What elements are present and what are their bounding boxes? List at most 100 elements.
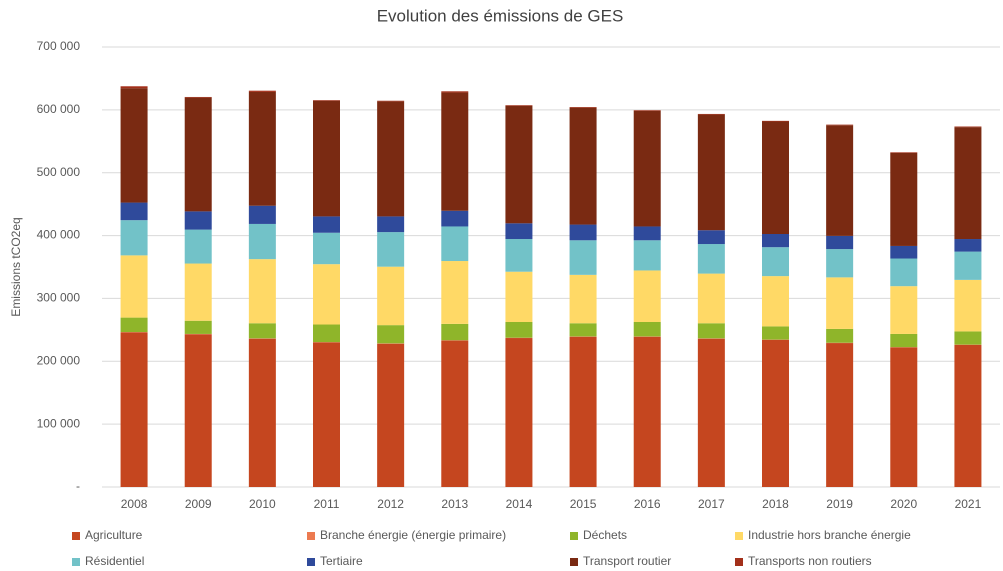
x-tick-label: 2014	[506, 497, 533, 511]
bar-segment	[569, 107, 597, 108]
bar-segment	[954, 344, 982, 487]
bar-segment	[890, 286, 918, 334]
y-tick-label: 600 000	[37, 102, 81, 116]
bar-segment	[826, 124, 854, 126]
bar-segment	[120, 255, 148, 318]
bar-segment	[505, 105, 533, 106]
x-tick-label: 2012	[377, 497, 404, 511]
bar-segment	[248, 90, 276, 92]
y-axis-label: Emissions tCO2eq	[9, 217, 23, 316]
legend-label: Tertiaire	[320, 554, 363, 568]
bar-segment	[505, 105, 533, 224]
bar-segment	[762, 247, 789, 277]
bar-segment	[184, 320, 212, 334]
bar-segment	[890, 333, 918, 348]
x-tick-label: 2009	[185, 497, 212, 511]
bar-segment	[633, 240, 661, 271]
legend-label: Transports non routiers	[748, 554, 872, 568]
bar-segment	[569, 323, 597, 337]
bar-segment	[569, 107, 597, 225]
x-tick-label: 2011	[314, 497, 340, 511]
bar-segment	[633, 110, 661, 227]
bar-segment	[313, 342, 340, 487]
bar-segment	[633, 336, 661, 487]
bar-segment	[377, 343, 405, 487]
bar-segment	[697, 273, 725, 324]
bar-segment	[826, 343, 854, 487]
bar-segment	[441, 91, 469, 93]
legend-swatch	[735, 558, 743, 566]
bar-segment	[377, 100, 405, 102]
bar-segment	[633, 110, 661, 111]
bar-segment	[184, 263, 212, 321]
bar-segment	[248, 205, 276, 224]
legend-swatch	[570, 558, 578, 566]
bar-segment	[826, 249, 854, 278]
chart-title: Evolution des émissions de GES	[377, 6, 624, 25]
bar-segment	[377, 266, 405, 326]
bar-segment	[762, 326, 789, 340]
bar-segment	[826, 328, 854, 343]
bar-segment	[697, 323, 725, 339]
bar-segment	[441, 92, 469, 211]
bar-segment	[313, 324, 340, 343]
bar-segment	[954, 239, 982, 252]
bar-segment	[441, 323, 469, 341]
bar-segment	[313, 216, 340, 233]
y-tick-label: 500 000	[37, 165, 81, 179]
legend-swatch	[570, 532, 578, 540]
bar-segment	[505, 271, 533, 322]
bar-segment	[954, 331, 982, 345]
bar-segment	[762, 234, 789, 248]
bar-segment	[826, 277, 854, 329]
bar-segment	[248, 91, 276, 206]
bar-segment	[762, 339, 789, 487]
bar-segment	[890, 258, 918, 287]
legend-swatch	[72, 532, 80, 540]
legend-label: Résidentiel	[85, 554, 144, 568]
bar-segment	[248, 259, 276, 324]
bar-segment	[633, 322, 661, 337]
bar-segment	[954, 126, 982, 128]
bar-segment	[441, 340, 469, 487]
bar-segment	[184, 97, 212, 212]
bar-segment	[248, 323, 276, 339]
x-tick-label: 2013	[441, 497, 468, 511]
bar-segment	[697, 114, 725, 231]
bar-segment	[890, 152, 918, 153]
y-tick-label: 100 000	[37, 416, 81, 430]
bar-segment	[184, 211, 212, 230]
bar-segment	[505, 338, 533, 487]
bar-segment	[441, 226, 469, 262]
bar-segment	[569, 274, 597, 324]
bar-segment	[377, 232, 405, 267]
x-tick-label: 2008	[121, 497, 148, 511]
legend-swatch	[307, 558, 315, 566]
bar-segment	[890, 347, 918, 487]
bar-segment	[762, 276, 789, 327]
x-tick-label: 2017	[698, 497, 725, 511]
bar-segment	[826, 235, 854, 250]
bar-segment	[890, 152, 918, 246]
bar-segment	[954, 279, 982, 332]
bar-segment	[633, 270, 661, 322]
bar-segment	[184, 334, 212, 487]
bar-segment	[313, 100, 340, 101]
y-tick-label: 400 000	[37, 228, 81, 242]
bar-segment	[120, 202, 148, 221]
bar-segment	[569, 224, 597, 241]
bar-segment	[441, 210, 469, 227]
legend-label: Déchets	[583, 528, 627, 542]
x-tick-label: 2020	[890, 497, 917, 511]
bar-segment	[954, 127, 982, 240]
bar-segment	[890, 245, 918, 259]
bar-segment	[184, 229, 212, 264]
legend-label: Industrie hors branche énergie	[748, 528, 911, 542]
bar-segment	[697, 230, 725, 245]
bar-segment	[505, 322, 533, 338]
bar-segment	[377, 101, 405, 217]
bar-segment	[697, 338, 725, 487]
x-tick-label: 2018	[762, 497, 789, 511]
legend-label: Transport routier	[583, 554, 671, 568]
